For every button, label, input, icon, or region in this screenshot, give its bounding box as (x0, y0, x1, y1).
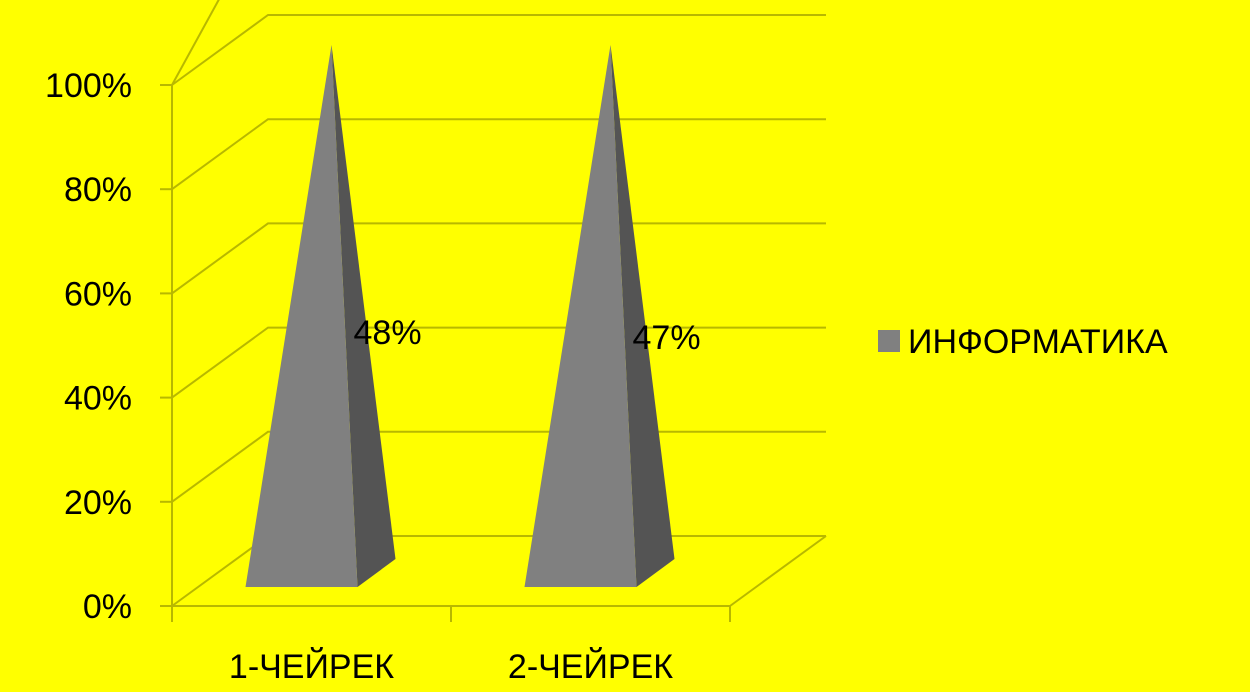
pyramid-side-face (610, 45, 675, 587)
y-tick-label: 60% (64, 275, 132, 313)
data-label: 47% (633, 319, 701, 357)
legend: ИНФОРМАТИКА (878, 323, 1168, 361)
pyramid-front-face (524, 45, 637, 587)
y-tick-label: 80% (64, 171, 132, 209)
x-category-label: 1-ЧЕЙРЕК (229, 648, 394, 686)
y-tick-label: 20% (64, 484, 132, 522)
pyramid-front-face (245, 45, 358, 587)
legend-label-informatika: ИНФОРМАТИКА (908, 323, 1168, 361)
legend-swatch-informatika (878, 330, 900, 352)
data-labels: 48% 47% (354, 314, 701, 357)
gridline (171, 222, 826, 295)
axis-layer (160, 84, 827, 622)
y-tick-labels: 0% 20% 40% 60% 80% 100% (45, 67, 132, 626)
gridline (171, 118, 826, 191)
pyramid-bar (245, 45, 396, 587)
floor-right-edge (729, 535, 827, 607)
y-tick-label: 40% (64, 380, 132, 418)
x-category-label: 2-ЧЕЙРЕК (508, 648, 673, 686)
y-tick-label: 0% (83, 588, 132, 626)
data-label: 48% (354, 314, 422, 352)
y-tick-label: 100% (45, 67, 132, 105)
x-category-labels: 1-ЧЕЙРЕК 2-ЧЕЙРЕК (229, 648, 673, 686)
pyramid-side-face (331, 45, 396, 587)
gridline (171, 14, 826, 86)
side-wall-top (171, 0, 220, 86)
gridline (171, 326, 826, 399)
pyramid-series (245, 45, 675, 587)
pyramid-bar (524, 45, 675, 587)
